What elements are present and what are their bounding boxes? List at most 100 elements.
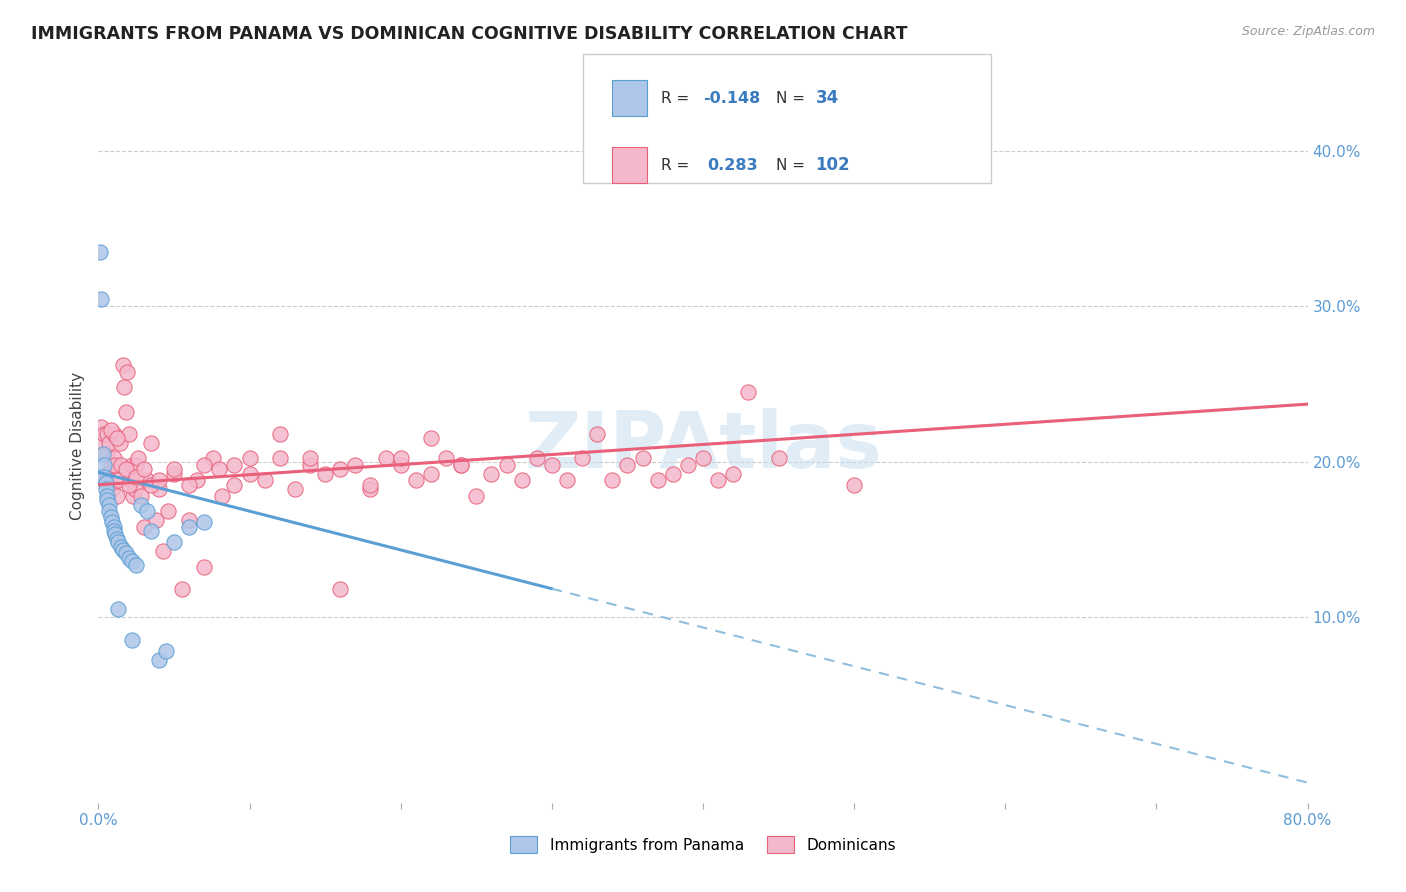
Point — [118, 477, 141, 491]
Point — [737, 384, 759, 399]
Point — [420, 431, 443, 445]
Point — [208, 462, 231, 476]
Point — [156, 504, 179, 518]
Point — [239, 467, 262, 481]
Point — [450, 458, 472, 472]
Point — [125, 558, 148, 573]
Point — [844, 477, 866, 491]
Point — [284, 483, 307, 497]
Point — [98, 473, 121, 487]
Text: R =: R = — [661, 91, 695, 105]
Text: 102: 102 — [815, 156, 851, 174]
Point — [661, 467, 683, 481]
Point — [98, 436, 121, 450]
Point — [114, 405, 136, 419]
Point — [269, 426, 291, 441]
Point — [141, 477, 163, 491]
Point — [103, 426, 125, 441]
Point — [434, 451, 457, 466]
Point — [110, 458, 132, 472]
Point — [405, 473, 427, 487]
Point — [90, 420, 112, 434]
Point — [631, 451, 654, 466]
Point — [692, 451, 714, 466]
Point — [93, 458, 115, 472]
Point — [211, 489, 233, 503]
Point — [148, 483, 170, 497]
Y-axis label: Cognitive Disability: Cognitive Disability — [70, 372, 86, 520]
Point — [121, 554, 143, 568]
Point — [299, 451, 322, 466]
Point — [360, 483, 382, 497]
Point — [193, 515, 215, 529]
Point — [163, 462, 186, 476]
Point — [269, 451, 291, 466]
Point — [186, 473, 208, 487]
Point — [314, 467, 336, 481]
Point — [450, 458, 472, 472]
Point — [93, 426, 115, 441]
Point — [111, 359, 134, 373]
Point — [224, 477, 246, 491]
Point — [127, 451, 149, 466]
Point — [125, 470, 148, 484]
Point — [112, 380, 135, 394]
Point — [555, 473, 578, 487]
Point — [94, 476, 117, 491]
Point — [253, 473, 276, 487]
Point — [152, 544, 174, 558]
Point — [107, 473, 129, 487]
Point — [105, 489, 128, 503]
Point — [616, 458, 638, 472]
Point — [135, 504, 157, 518]
Point — [163, 467, 186, 481]
Point — [105, 532, 128, 546]
Text: 0.283: 0.283 — [707, 158, 758, 172]
Point — [329, 462, 352, 476]
Point — [602, 473, 624, 487]
Text: Source: ZipAtlas.com: Source: ZipAtlas.com — [1241, 25, 1375, 38]
Point — [647, 473, 669, 487]
Point — [114, 546, 136, 560]
Point — [124, 483, 146, 497]
Point — [723, 467, 745, 481]
Point — [121, 458, 143, 472]
Point — [118, 426, 141, 441]
Point — [93, 470, 115, 484]
Point — [360, 477, 382, 491]
Point — [98, 504, 121, 518]
Point — [179, 519, 201, 533]
Point — [96, 467, 118, 481]
Point — [118, 550, 141, 565]
Point — [571, 451, 593, 466]
Text: -0.148: -0.148 — [703, 91, 761, 105]
Point — [107, 602, 129, 616]
Point — [495, 458, 517, 472]
Point — [389, 451, 412, 466]
Point — [115, 365, 138, 379]
Point — [94, 447, 117, 461]
Point — [108, 436, 131, 450]
Point — [111, 543, 134, 558]
Point — [768, 451, 790, 466]
Point — [148, 653, 170, 667]
Point — [103, 451, 125, 466]
Point — [420, 467, 443, 481]
Point — [103, 524, 125, 539]
Point — [114, 462, 136, 476]
Point — [465, 489, 488, 503]
Point — [107, 535, 129, 549]
Point — [96, 426, 118, 441]
Point — [132, 462, 155, 476]
Point — [105, 431, 128, 445]
Point — [586, 426, 609, 441]
Point — [374, 451, 396, 466]
Point — [329, 582, 352, 596]
Point — [125, 458, 148, 472]
Point — [132, 519, 155, 533]
Point — [510, 473, 533, 487]
Point — [96, 493, 118, 508]
Point — [481, 467, 503, 481]
Point — [202, 451, 225, 466]
Point — [148, 473, 170, 487]
